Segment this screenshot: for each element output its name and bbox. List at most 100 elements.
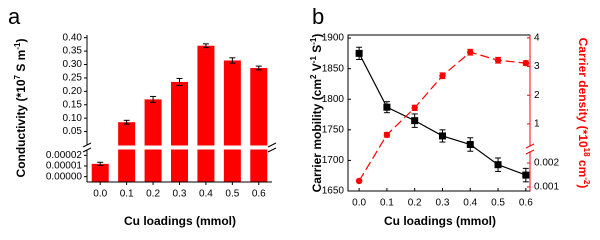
error-bar — [97, 161, 104, 166]
x-tick-label: 0.3 — [436, 198, 450, 209]
label-part: ) — [310, 34, 324, 38]
axis-label: Carrier density (*1018 cm-2) — [576, 38, 592, 189]
bar — [144, 99, 162, 182]
label-part: Carrier density (*10 — [576, 38, 590, 148]
label-part: S — [310, 45, 324, 56]
marker — [494, 57, 502, 64]
x-tick-label: 0.2 — [408, 198, 422, 209]
y-tick-label: 1850 — [322, 63, 345, 74]
marker — [438, 132, 446, 140]
label-part: -2 — [582, 177, 591, 185]
x-tick-label: 0.6 — [252, 189, 266, 200]
y-tick-label: 0.25 — [63, 73, 83, 84]
marker — [383, 131, 391, 139]
marker — [522, 59, 530, 67]
label-part: -1 — [13, 42, 22, 50]
y2-tick-label: 2 — [534, 90, 540, 101]
y2-tick-label: 3 — [534, 61, 540, 72]
marker — [466, 141, 474, 149]
bar — [197, 45, 215, 183]
marker — [355, 177, 363, 185]
break-mark — [525, 143, 535, 149]
break-mark — [267, 142, 277, 148]
y-tick-label: 0.10 — [63, 113, 83, 124]
x-tick-label: 0.0 — [352, 198, 366, 209]
axis-label: Carrier mobility (cm2 V-1 S-1) — [309, 34, 325, 193]
y-tick-label: 1900 — [322, 33, 345, 44]
y-tick-label: 1800 — [322, 94, 345, 105]
label-part: V — [310, 63, 324, 74]
break-mark — [82, 147, 92, 153]
axis-break — [81, 145, 278, 150]
label-part: 7 — [13, 74, 22, 79]
marker — [439, 72, 446, 79]
error-bar — [255, 65, 262, 71]
y-tick-label: 1750 — [322, 124, 345, 135]
label-part: S m — [14, 50, 28, 75]
x-axis-label: Cu loadings (mmol) — [384, 214, 496, 228]
marker — [411, 104, 418, 112]
marker — [411, 117, 419, 125]
marker — [522, 171, 530, 179]
break-mark — [525, 149, 535, 155]
label-part: cm — [576, 157, 590, 178]
break-mark — [267, 147, 277, 153]
marker — [355, 49, 363, 57]
marker — [383, 103, 391, 111]
label-part: -1 — [309, 37, 318, 45]
y2-tick-label: 0.002 — [534, 158, 559, 169]
y2-tick-label: 4 — [534, 33, 540, 44]
bar — [250, 68, 268, 182]
x-tick-label: 0.1 — [380, 198, 394, 209]
y-tick-label: 1700 — [322, 155, 345, 166]
panel-label: a — [8, 4, 21, 29]
axis-break — [529, 146, 531, 152]
marker — [494, 161, 502, 169]
label-part: ) — [576, 184, 590, 188]
label-part: 2 — [309, 74, 318, 79]
plot-frame — [347, 34, 531, 192]
y-tick-label: 0.20 — [63, 86, 83, 97]
figure: a b Cu loadings (mmol) Cu loadings (mmol… — [8, 4, 592, 228]
y-tick-label: 0.00002 — [46, 150, 83, 161]
bar — [223, 60, 241, 182]
error-bar — [123, 119, 130, 125]
x-tick-label: 0.3 — [173, 189, 187, 200]
error-bar — [176, 77, 183, 86]
series-line — [358, 53, 527, 176]
bar — [91, 163, 109, 182]
y-tick-label: 0.30 — [63, 59, 83, 70]
label-part: Conductivity (*10 — [14, 79, 28, 177]
y-tick-label: 0.00001 — [46, 161, 83, 172]
bar — [171, 81, 188, 182]
bar — [118, 122, 136, 182]
y-tick-label: 0.40 — [63, 32, 83, 43]
x-tick-label: 0.5 — [491, 198, 505, 209]
x-tick-label: 0.0 — [93, 189, 107, 200]
x-axis-label: Cu loadings (mmol) — [124, 214, 236, 228]
x-tick-label: 0.5 — [225, 189, 239, 200]
x-tick-label: 0.2 — [146, 189, 160, 200]
error-bar — [202, 43, 209, 49]
y-tick-label: 0.00000 — [46, 171, 83, 182]
y-tick-label: 0.15 — [63, 99, 83, 110]
error-bar — [150, 95, 157, 103]
y2-tick-label: 0.001 — [534, 182, 559, 193]
axis-label: Conductivity (*107 S m-1) — [13, 39, 29, 178]
y-tick-label: 0.05 — [63, 126, 83, 137]
label-part: -1 — [309, 56, 318, 64]
error-bar — [229, 57, 236, 64]
y-tick-label: 0.35 — [63, 46, 83, 57]
break-mark — [82, 142, 92, 148]
y-tick-label: 1650 — [322, 186, 345, 197]
y2-tick-label: 1 — [534, 119, 540, 130]
x-tick-label: 0.6 — [519, 198, 533, 209]
label-part: Carrier mobility (cm — [310, 79, 324, 192]
label-part: ) — [14, 39, 28, 43]
panel-label: b — [312, 4, 324, 29]
label-part: 18 — [582, 148, 591, 157]
marker — [467, 49, 474, 56]
x-tick-label: 0.4 — [463, 198, 477, 209]
x-tick-label: 0.1 — [120, 189, 134, 200]
x-tick-label: 0.4 — [199, 189, 213, 200]
